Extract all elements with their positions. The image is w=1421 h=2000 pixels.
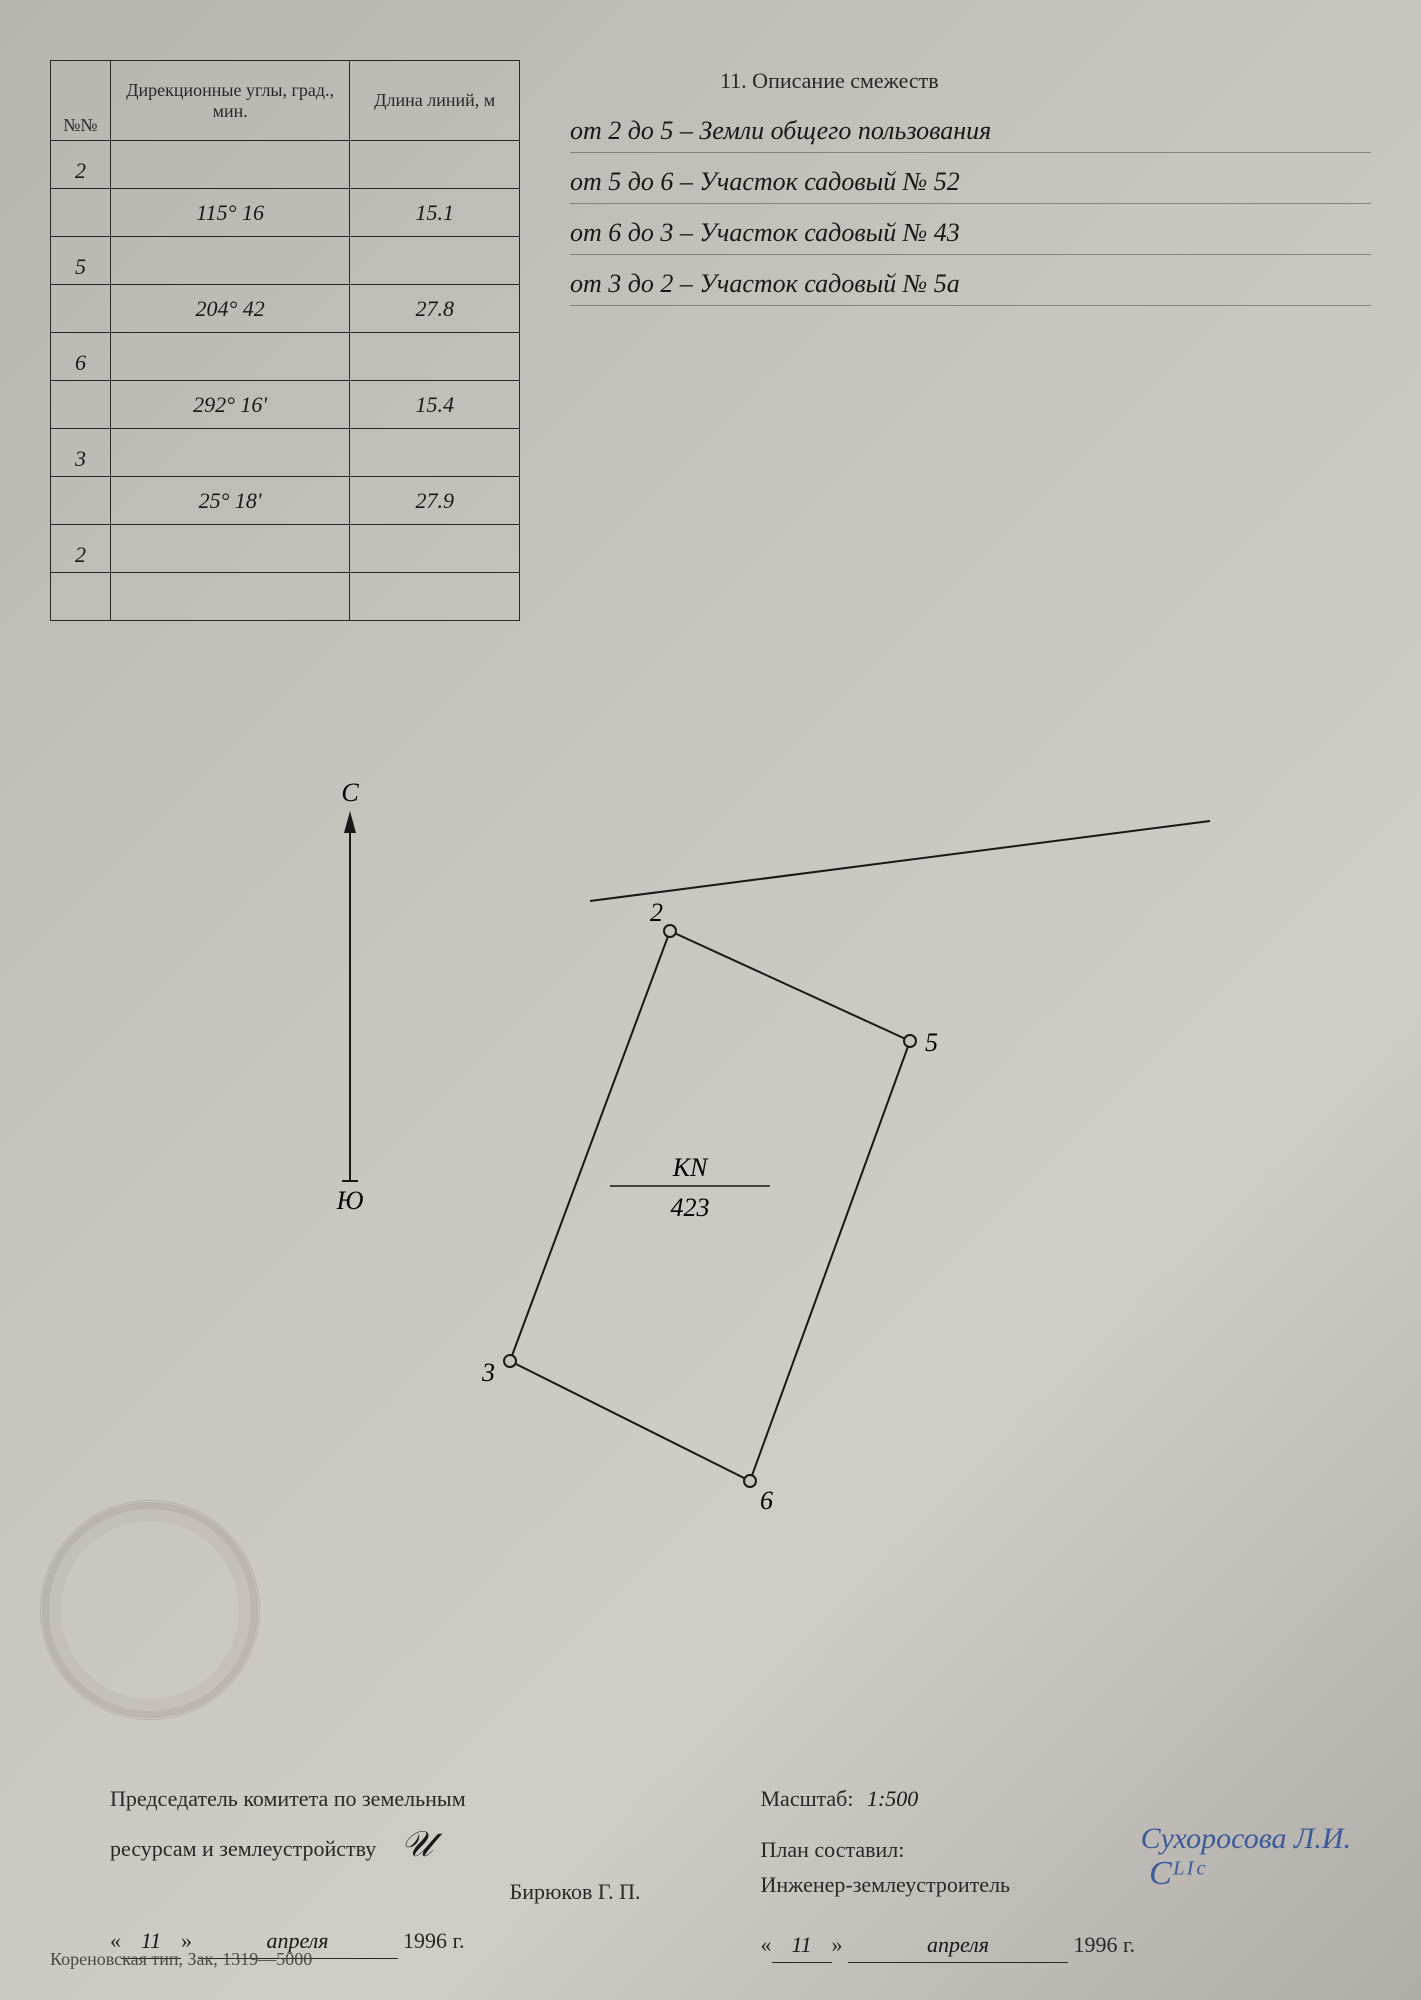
right-date-day: 11	[772, 1927, 832, 1963]
cell-no: 3	[51, 429, 111, 477]
left-date-year: 1996 г.	[403, 1928, 465, 1953]
table-row: 2	[51, 525, 520, 573]
footer: Председатель комитета по земельным ресур…	[50, 1781, 1371, 1963]
plot-point-5	[904, 1035, 916, 1047]
imprint: Кореновская тип, Зак, 1319—5000	[50, 1949, 312, 1970]
chairman-line1: Председатель комитета по земельным	[110, 1781, 721, 1816]
cell-angle	[110, 141, 350, 189]
table-row: 6	[51, 333, 520, 381]
cell-angle	[110, 237, 350, 285]
cell-len: 15.4	[350, 381, 520, 429]
boundary-line	[590, 821, 1210, 901]
cell-len	[350, 333, 520, 381]
table-row: 3	[51, 429, 520, 477]
top-row: №№ Дирекционные углы, град., мин. Длина …	[50, 60, 1371, 621]
cell-angle: 204° 42	[110, 285, 350, 333]
cell-len: 27.9	[350, 477, 520, 525]
cell-angle	[110, 573, 350, 621]
th-no: №№	[51, 61, 111, 141]
table-row: 115° 1615.1	[51, 189, 520, 237]
cell-no: 5	[51, 237, 111, 285]
cell-len: 27.8	[350, 285, 520, 333]
chairman-line2: ресурсам и землеустройству 𝒰	[110, 1816, 721, 1874]
right-date-year: 1996 г.	[1074, 1932, 1136, 1957]
stamp-seal-icon	[40, 1500, 260, 1720]
cell-angle	[110, 429, 350, 477]
th-angle: Дирекционные углы, град., мин.	[110, 61, 350, 141]
plot-point-3	[504, 1355, 516, 1367]
cell-no: 2	[51, 141, 111, 189]
plot-point-6	[744, 1475, 756, 1487]
table-row: 204° 4227.8	[51, 285, 520, 333]
scale-row: Масштаб: 1:500	[761, 1781, 1372, 1816]
plot-point-2	[664, 925, 676, 937]
engineer-signature-text: Сухоросова Л.И.	[1141, 1822, 1351, 1855]
cell-len	[350, 237, 520, 285]
engineer-signature: Сухоросова Л.И. Сᴸᴵᶜ	[1141, 1822, 1351, 1892]
cell-no: 2	[51, 525, 111, 573]
description-line: от 5 до 6 – Участок садовый № 52	[570, 165, 1371, 204]
chairman-line2-text: ресурсам и землеустройству	[110, 1836, 376, 1861]
cell-len	[350, 525, 520, 573]
cell-len	[350, 573, 520, 621]
page: №№ Дирекционные углы, град., мин. Длина …	[0, 0, 1421, 2000]
engineer-signature-flourish: Сᴸᴵᶜ	[1141, 1855, 1212, 1892]
description-line: от 6 до 3 – Участок садовый № 43	[570, 216, 1371, 255]
cell-angle: 115° 16	[110, 189, 350, 237]
table-row: 2	[51, 141, 520, 189]
cell-angle	[110, 525, 350, 573]
footer-left: Председатель комитета по земельным ресур…	[50, 1781, 721, 1963]
description-line: от 3 до 2 – Участок садовый № 5а	[570, 267, 1371, 306]
cell-angle	[110, 333, 350, 381]
table-row: 5	[51, 237, 520, 285]
description-title: 11. Описание смежеств	[720, 68, 1371, 94]
th-length: Длина линий, м	[350, 61, 520, 141]
plot-polygon	[510, 931, 910, 1481]
cell-no	[51, 381, 111, 429]
table-row	[51, 573, 520, 621]
cell-no	[51, 477, 111, 525]
plot-label-bottom: 423	[671, 1193, 710, 1222]
cell-no	[51, 285, 111, 333]
table-row: 292° 16'15.4	[51, 381, 520, 429]
description-block: 11. Описание смежеств от 2 до 5 – Земли …	[550, 60, 1371, 318]
right-date-month: апреля	[848, 1927, 1068, 1963]
scale-value: 1:500	[867, 1786, 918, 1811]
compass-south-label: Ю	[336, 1186, 364, 1215]
scale-label: Масштаб:	[761, 1786, 854, 1811]
footer-right: Масштаб: 1:500 План составил: Инженер-зе…	[761, 1781, 1372, 1963]
compiled-row: План составил: Инженер-землеустроитель С…	[761, 1832, 1372, 1902]
compass-north-label: С	[341, 778, 359, 807]
point-label-6: 6	[760, 1486, 773, 1515]
point-label-5: 5	[925, 1028, 938, 1057]
cell-no	[51, 189, 111, 237]
cell-len	[350, 429, 520, 477]
right-date-row: «11» апреля 1996 г.	[761, 1927, 1372, 1963]
cell-angle: 25° 18'	[110, 477, 350, 525]
survey-table: №№ Дирекционные углы, град., мин. Длина …	[50, 60, 520, 621]
cell-angle: 292° 16'	[110, 381, 350, 429]
point-label-3: 3	[481, 1358, 495, 1387]
description-line: от 2 до 5 – Земли общего пользования	[570, 114, 1371, 153]
plot-label-top: КN	[672, 1153, 709, 1182]
chairman-name: Бирюков Г. П.	[110, 1874, 721, 1909]
point-label-2: 2	[650, 898, 663, 927]
table-row: 25° 18'27.9	[51, 477, 520, 525]
cell-no: 6	[51, 333, 111, 381]
compass-arrow-icon	[344, 811, 356, 833]
chairman-signature: 𝒰	[392, 1824, 442, 1864]
cell-len	[350, 141, 520, 189]
cell-no	[51, 573, 111, 621]
cell-len: 15.1	[350, 189, 520, 237]
plot-diagram: С Ю 2 5 6 3 КN 423	[50, 761, 1370, 1581]
